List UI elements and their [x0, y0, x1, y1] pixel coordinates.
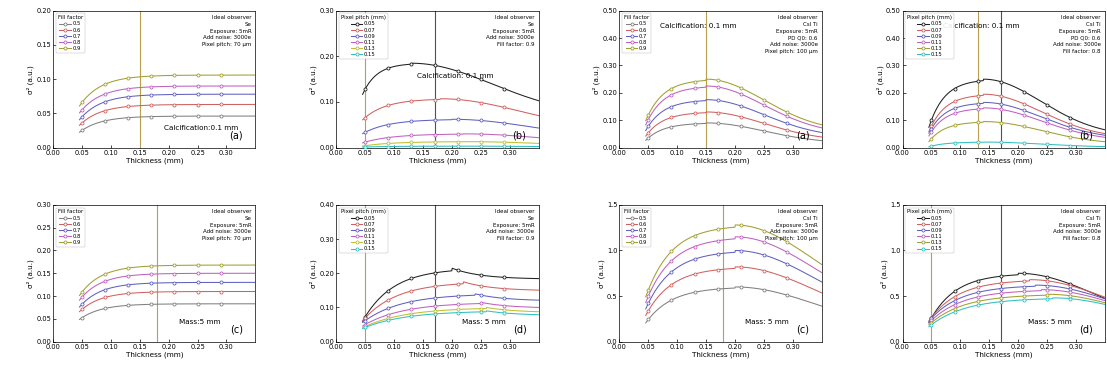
Legend: 0.05, 0.07, 0.09, 0.11, 0.13, 0.15: 0.05, 0.07, 0.09, 0.11, 0.13, 0.15	[906, 14, 954, 59]
Y-axis label: σ² (a.u.): σ² (a.u.)	[310, 259, 318, 288]
Legend: 0.05, 0.07, 0.09, 0.11, 0.13, 0.15: 0.05, 0.07, 0.09, 0.11, 0.13, 0.15	[339, 14, 387, 59]
X-axis label: Thickness (mm): Thickness (mm)	[408, 352, 466, 358]
Text: Ideal observer
Se
Exposure: 5mR
Add noise: 3000e
Pixel pitch: 70 μm: Ideal observer Se Exposure: 5mR Add nois…	[201, 15, 251, 47]
Text: Mass: 5 mm: Mass: 5 mm	[462, 319, 506, 325]
Y-axis label: σ² (a.u.): σ² (a.u.)	[27, 65, 34, 93]
Y-axis label: σ² (a.u.): σ² (a.u.)	[27, 259, 34, 288]
Legend: 0.5, 0.6, 0.7, 0.8, 0.9: 0.5, 0.6, 0.7, 0.8, 0.9	[55, 14, 85, 53]
Y-axis label: σ² (a.u.): σ² (a.u.)	[876, 65, 883, 93]
Text: Calcification:0.1 mm: Calcification:0.1 mm	[164, 125, 239, 131]
Text: (b): (b)	[513, 131, 526, 141]
Y-axis label: σ² (a.u.): σ² (a.u.)	[310, 65, 318, 93]
Text: Ideal observer
CsI Ti
Exposure: 5mR
Add noise: 3000e
Pixel pitch: 100 μm: Ideal observer CsI Ti Exposure: 5mR Add …	[765, 209, 818, 241]
Text: (c): (c)	[230, 325, 244, 335]
Text: Ideal observer
CsI Ti
Exposure: 5mR
PD Q0: 0.6
Add noise: 3000e
Pixel pitch: 100: Ideal observer CsI Ti Exposure: 5mR PD Q…	[765, 15, 818, 54]
X-axis label: Thickness (mm): Thickness (mm)	[975, 157, 1033, 164]
Text: Ideal observer
Se
Exposure: 5mR
Add noise: 3000e
Fill factor: 0.9: Ideal observer Se Exposure: 5mR Add nois…	[486, 209, 535, 241]
Text: (d): (d)	[1079, 325, 1093, 335]
Legend: 0.5, 0.6, 0.7, 0.8, 0.9: 0.5, 0.6, 0.7, 0.8, 0.9	[622, 208, 651, 247]
Text: Calcification: 0.1 mm: Calcification: 0.1 mm	[417, 73, 494, 79]
Text: Mass: 5 mm: Mass: 5 mm	[745, 319, 788, 325]
Text: (a): (a)	[796, 131, 809, 141]
X-axis label: Thickness (mm): Thickness (mm)	[692, 352, 749, 358]
Text: (d): (d)	[513, 325, 526, 335]
X-axis label: Thickness (mm): Thickness (mm)	[408, 157, 466, 164]
Legend: 0.5, 0.6, 0.7, 0.8, 0.9: 0.5, 0.6, 0.7, 0.8, 0.9	[622, 14, 651, 53]
Legend: 0.05, 0.07, 0.09, 0.11, 0.13, 0.15: 0.05, 0.07, 0.09, 0.11, 0.13, 0.15	[906, 208, 954, 253]
Text: Calcification: 0.1 mm: Calcification: 0.1 mm	[660, 22, 736, 29]
Text: Ideal observer
CsI Ti
Exposure: 5mR
PD Q0: 0.6
Add noise: 3000e
Fill factor: 0.8: Ideal observer CsI Ti Exposure: 5mR PD Q…	[1053, 15, 1100, 54]
Text: Mass:5 mm: Mass:5 mm	[178, 319, 220, 325]
Y-axis label: σ² (a.u.): σ² (a.u.)	[597, 259, 604, 288]
Y-axis label: σ² (a.u.): σ² (a.u.)	[593, 65, 600, 93]
Text: (c): (c)	[797, 325, 809, 335]
Legend: 0.05, 0.07, 0.09, 0.11, 0.13, 0.15: 0.05, 0.07, 0.09, 0.11, 0.13, 0.15	[339, 208, 387, 253]
Text: Mass: 5 mm: Mass: 5 mm	[1028, 319, 1072, 325]
Text: Ideal observer
CsI Ti
Exposure: 5mR
Add noise: 3000e
Fill factor: 0.8: Ideal observer CsI Ti Exposure: 5mR Add …	[1053, 209, 1100, 241]
Text: (a): (a)	[229, 131, 244, 141]
X-axis label: Thickness (mm): Thickness (mm)	[692, 157, 749, 164]
Legend: 0.5, 0.6, 0.7, 0.8, 0.9: 0.5, 0.6, 0.7, 0.8, 0.9	[55, 208, 85, 247]
X-axis label: Thickness (mm): Thickness (mm)	[125, 352, 183, 358]
Text: (b): (b)	[1079, 131, 1093, 141]
Text: Calcification: 0.1 mm: Calcification: 0.1 mm	[943, 22, 1020, 29]
X-axis label: Thickness (mm): Thickness (mm)	[975, 352, 1033, 358]
Y-axis label: σ² (a.u.): σ² (a.u.)	[880, 259, 888, 288]
X-axis label: Thickness (mm): Thickness (mm)	[125, 157, 183, 164]
Text: Ideal observer
Se
Exposure: 5mR
Add noise: 3000e
Pixel pitch: 70 μm: Ideal observer Se Exposure: 5mR Add nois…	[201, 209, 251, 241]
Text: Ideal observer
Se
Exposure: 5mR
Add noise: 3000e
Fill factor: 0.9: Ideal observer Se Exposure: 5mR Add nois…	[486, 15, 535, 47]
